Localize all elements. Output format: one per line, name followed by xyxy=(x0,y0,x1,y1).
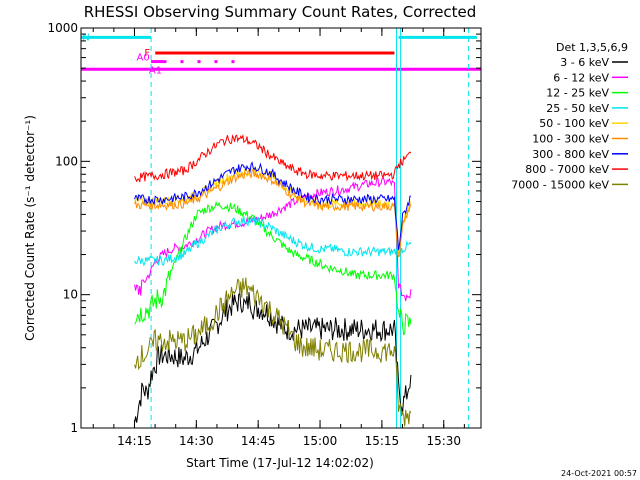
flag-label: A0 xyxy=(137,53,150,64)
footer-date: 24-Oct-2021 00:57 xyxy=(561,469,637,478)
series-line xyxy=(134,168,412,258)
flag-label: N xyxy=(82,32,89,43)
legend-label: 50 - 100 keV xyxy=(539,117,609,130)
x-axis-label: Start Time (17-Jul-12 14:02:02) xyxy=(186,456,374,470)
y-tick-label: 1 xyxy=(70,421,78,435)
y-tick-label: 10 xyxy=(63,288,78,302)
legend-title: Det 1,3,5,6,9 xyxy=(556,41,628,54)
series-line xyxy=(134,133,412,183)
legend-label: 7000 - 15000 keV xyxy=(511,178,609,191)
chart-title: RHESSI Observing Summary Count Rates, Co… xyxy=(84,3,477,21)
legend-label: 6 - 12 keV xyxy=(553,71,609,84)
x-tick-label: 14:45 xyxy=(241,434,276,448)
series-line xyxy=(134,161,412,250)
y-axis: 1 10 100 1000 xyxy=(47,21,481,435)
legend: 3 - 6 keV 6 - 12 keV 12 - 25 keV 25 - 50 ke… xyxy=(511,56,628,191)
series-line xyxy=(134,216,412,267)
x-axis: 14:15 14:30 14:45 15:00 15:15 15:30 xyxy=(92,28,465,448)
y-axis-label: Corrected Count Rate (s⁻¹ detector⁻¹) xyxy=(23,115,37,341)
y-tick-label: 1000 xyxy=(47,21,78,35)
series-line xyxy=(134,277,412,427)
legend-label: 3 - 6 keV xyxy=(560,56,609,69)
x-tick-label: 15:30 xyxy=(426,434,461,448)
legend-label: 800 - 7000 keV xyxy=(525,163,609,176)
x-tick-label: 15:15 xyxy=(365,434,400,448)
instrument-state-flags: N FA0 A1 xyxy=(81,32,481,77)
x-tick-label: 14:15 xyxy=(117,434,152,448)
plot-frame xyxy=(80,27,482,429)
flag-label: F xyxy=(144,48,150,59)
series-lines xyxy=(134,133,412,427)
series-line xyxy=(134,200,412,336)
legend-label: 25 - 50 keV xyxy=(546,102,609,115)
x-tick-label: 15:00 xyxy=(303,434,338,448)
y-tick-label: 100 xyxy=(55,154,78,168)
x-tick-label: 14:30 xyxy=(179,434,214,448)
flag-label: A1 xyxy=(149,66,162,77)
legend-label: 12 - 25 keV xyxy=(546,87,609,100)
legend-label: 100 - 300 keV xyxy=(532,133,609,146)
series-line xyxy=(134,291,412,423)
legend-label: 300 - 800 keV xyxy=(532,148,609,161)
